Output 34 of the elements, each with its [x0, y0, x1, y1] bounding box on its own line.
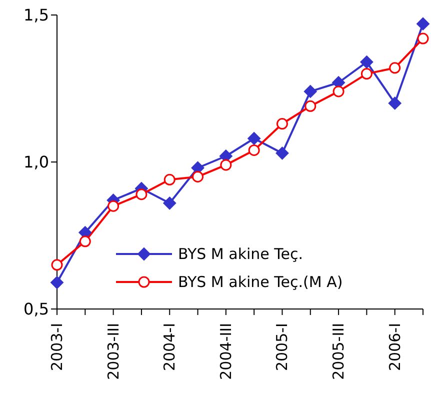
y-tick-label: 0,5 — [24, 300, 49, 319]
point — [136, 188, 148, 200]
point — [276, 118, 288, 130]
legend-label: BYS M akine Teç. — [178, 244, 304, 265]
x-tick-label: 2004-I — [160, 323, 179, 372]
point — [163, 196, 176, 210]
point — [164, 174, 176, 186]
x-tick-label: 2005-I — [273, 323, 292, 372]
point — [417, 32, 429, 44]
point — [192, 170, 204, 182]
point — [360, 56, 374, 69]
y-tick-label: 1,0 — [24, 152, 49, 172]
point — [416, 17, 430, 30]
point — [248, 132, 261, 145]
point — [220, 159, 232, 171]
point — [360, 68, 372, 80]
point — [388, 96, 402, 110]
point — [332, 86, 344, 98]
point — [50, 276, 64, 290]
x-tick-label: 2003-III — [104, 323, 122, 380]
legend-label: BYS M akine Teç.(M A) — [178, 272, 343, 293]
point — [51, 259, 63, 271]
x-tick-label: 2006-I — [386, 323, 404, 372]
x-tick-label: 2003-I — [48, 323, 66, 372]
point — [304, 84, 317, 98]
point — [79, 236, 91, 248]
point — [389, 62, 401, 74]
point — [248, 144, 260, 156]
x-tick-label: 2004-III — [216, 323, 235, 380]
x-tick-label: 2005-III — [330, 323, 348, 380]
point — [276, 146, 289, 160]
y-tick-label: 1,5 — [24, 6, 49, 25]
point — [108, 200, 120, 212]
point — [304, 100, 316, 112]
